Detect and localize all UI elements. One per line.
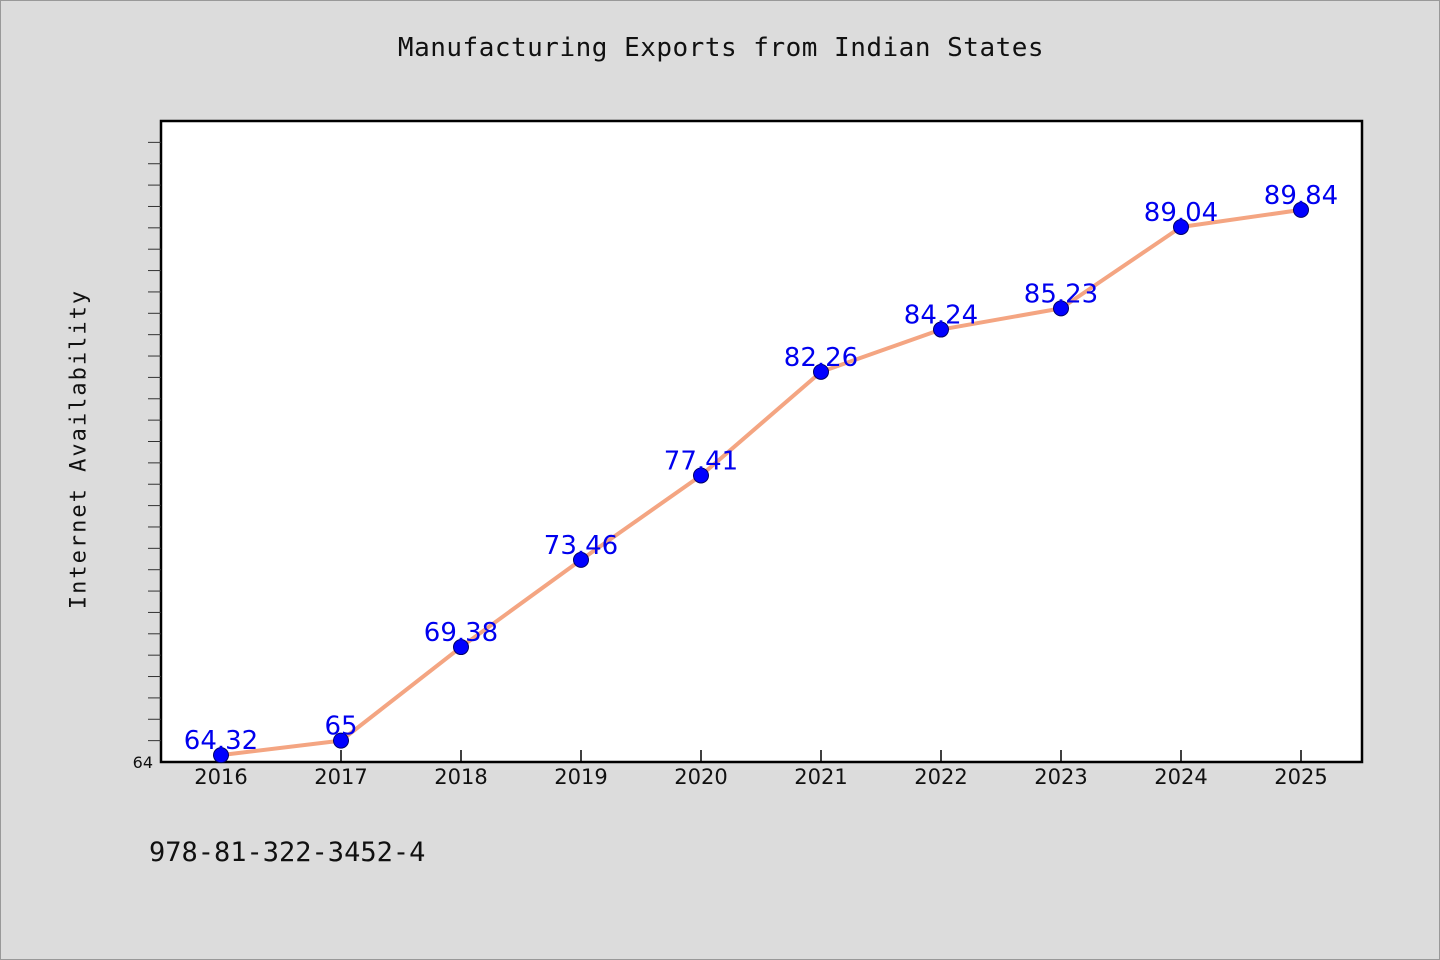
data-label: 65 xyxy=(324,712,357,742)
data-label: 64.32 xyxy=(184,726,258,756)
data-label: 85.23 xyxy=(1024,279,1098,309)
plot-area xyxy=(159,119,1364,764)
data-label: 84.24 xyxy=(904,301,978,331)
data-label: 77.41 xyxy=(664,446,738,476)
x-tick-label: 2020 xyxy=(674,765,727,789)
data-labels: 64.32 65 69.38 73.46 77.41 82.26 84.24 85.23 89.… xyxy=(184,181,1338,756)
data-label: 89.84 xyxy=(1264,181,1338,211)
y-tick-label: 64 xyxy=(133,753,153,772)
data-point xyxy=(1293,201,1309,218)
chart-title: Manufacturing Exports from Indian States xyxy=(397,33,1045,63)
x-tick-label: 2025 xyxy=(1274,765,1327,789)
data-label: 73.46 xyxy=(544,531,618,561)
series-markers xyxy=(213,201,1309,764)
data-label: 82.26 xyxy=(784,343,858,373)
x-tick-label: 2017 xyxy=(314,765,367,789)
x-tick-label: 2024 xyxy=(1154,765,1207,789)
data-point xyxy=(1053,300,1069,317)
data-label: 69.38 xyxy=(424,618,498,648)
series-line xyxy=(219,207,1303,758)
data-point xyxy=(1173,218,1189,235)
data-point xyxy=(573,551,589,568)
data-point xyxy=(453,639,469,656)
x-tick-label: 2023 xyxy=(1034,765,1087,789)
x-tick-label: 2022 xyxy=(914,765,967,789)
x-tick-label: 2016 xyxy=(194,765,247,789)
x-tick-label: 2021 xyxy=(794,765,847,789)
data-point xyxy=(693,467,709,484)
x-tick-label: 2019 xyxy=(554,765,607,789)
x-axis-ticks: 2016 2017 2018 2019 2020 2021 2022 2023 2024 2025 xyxy=(194,750,1328,789)
data-point xyxy=(213,747,229,764)
y-axis-ticks: 64 xyxy=(133,141,161,772)
footer-code: 978-81-322-3452-4 xyxy=(149,837,426,868)
data-point xyxy=(813,363,829,380)
data-point xyxy=(333,732,349,749)
data-point xyxy=(933,321,949,338)
data-label: 89.04 xyxy=(1144,198,1218,228)
x-tick-label: 2018 xyxy=(434,765,487,789)
